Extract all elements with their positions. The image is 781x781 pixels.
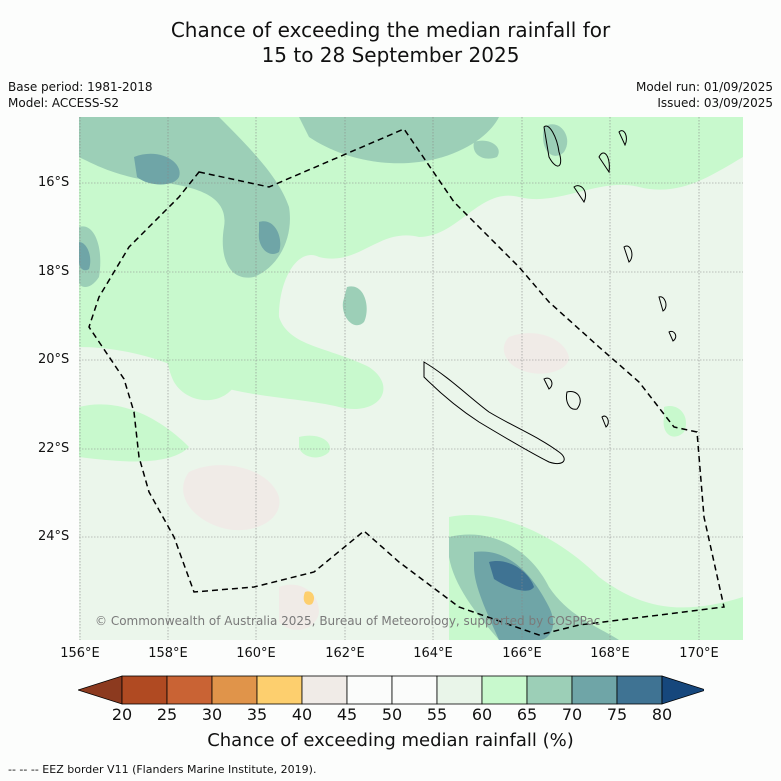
colorbar-segment: [571, 675, 618, 705]
colorbar-tick-label: 25: [156, 705, 178, 724]
model-run: Model run: 01/09/2025: [635, 80, 773, 94]
lat-label: 22°S: [38, 441, 70, 456]
zone-40-45: [503, 333, 569, 374]
zone-60-65: [299, 435, 330, 458]
zone-60-65: [79, 404, 189, 462]
zone-65-70: [79, 117, 290, 278]
colorbar-segment: [391, 675, 438, 705]
lat-label: 24°S: [38, 529, 70, 544]
map-canvas: [79, 117, 743, 640]
colorbar-tick-label: 50: [381, 705, 403, 724]
colorbar-tick-label: 55: [426, 705, 448, 724]
colorbar-segment: [256, 675, 303, 705]
title-line-2: 15 to 28 September 2025: [261, 43, 520, 67]
colorbar-segment: [436, 675, 483, 705]
lon-label: 162°E: [325, 646, 365, 661]
colorbar-segment: [526, 675, 573, 705]
colorbar-title: Chance of exceeding median rainfall (%): [207, 730, 574, 751]
lon-label: 158°E: [148, 646, 188, 661]
colorbar-segment: [301, 675, 348, 705]
map-panel: [79, 117, 743, 640]
zone-65-70: [342, 286, 367, 326]
zone-70-75: [134, 153, 180, 185]
zone-65-70: [299, 117, 499, 164]
issued-date: Issued: 03/09/2025: [657, 96, 773, 110]
eez-border: [88, 128, 725, 636]
colorbar-tick-label: 70: [561, 705, 583, 724]
map-title: Chance of exceeding the median rainfall …: [0, 18, 781, 68]
new-caledonia-island: [423, 361, 565, 465]
colorbar-tick-label: 60: [471, 705, 493, 724]
colorbar-segment: [346, 675, 393, 705]
colorbar-tick-label: 65: [516, 705, 538, 724]
zone-60-65: [663, 406, 687, 437]
zone-40-45: [183, 465, 280, 531]
colorbar-extend-low: [78, 675, 123, 705]
colorbar-segment: [616, 675, 663, 705]
gridlines: [79, 117, 743, 640]
lon-label: 170°E: [679, 646, 719, 661]
lat-label: 16°S: [38, 175, 70, 190]
lon-label: 168°E: [590, 646, 630, 661]
zone-35-40: [303, 591, 315, 605]
colorbar-tick-label: 20: [111, 705, 133, 724]
vanuatu-islands: [543, 125, 677, 342]
lat-label: 18°S: [38, 264, 70, 279]
colorbar-tick-label: 40: [291, 705, 313, 724]
zone-70-75: [79, 242, 91, 271]
zone-70-75: [258, 221, 281, 255]
lat-label: 20°S: [38, 352, 70, 367]
zone-65-70: [473, 140, 499, 159]
zone-75-80: [489, 561, 534, 591]
eez-footnote: -- -- -- EEZ border V11 (Flanders Marine…: [8, 763, 317, 776]
colorbar-segment: [121, 675, 168, 705]
zone-60-65: [167, 325, 241, 401]
lon-label: 156°E: [60, 646, 100, 661]
lon-label: 166°E: [502, 646, 542, 661]
colorbar-segment: [481, 675, 528, 705]
copyright-notice: © Commonwealth of Australia 2025, Bureau…: [95, 614, 601, 628]
loyalty-islands: [543, 377, 609, 428]
colorbar-segment: [166, 675, 213, 705]
title-line-1: Chance of exceeding the median rainfall …: [170, 18, 611, 42]
colorbar: [78, 675, 704, 705]
zone-65-70: [543, 124, 568, 156]
colorbar-tick-label: 75: [606, 705, 628, 724]
colorbar-tick-label: 35: [246, 705, 268, 724]
colorbar-tick-label: 80: [651, 705, 673, 724]
colorbar-segment: [211, 675, 258, 705]
colorbar-tick-label: 45: [336, 705, 358, 724]
lon-label: 160°E: [236, 646, 276, 661]
colorbar-extend-high: [661, 675, 704, 705]
base-period: Base period: 1981-2018: [8, 80, 153, 94]
colorbar-tick-label: 30: [201, 705, 223, 724]
model-name: Model: ACCESS-S2: [8, 96, 120, 110]
meta-right: Model run: 01/09/2025 Issued: 03/09/2025: [636, 79, 773, 111]
lon-label: 164°E: [413, 646, 453, 661]
meta-left: Base period: 1981-2018 Model: ACCESS-S2: [8, 79, 153, 111]
colorbar-segments: [78, 675, 704, 705]
